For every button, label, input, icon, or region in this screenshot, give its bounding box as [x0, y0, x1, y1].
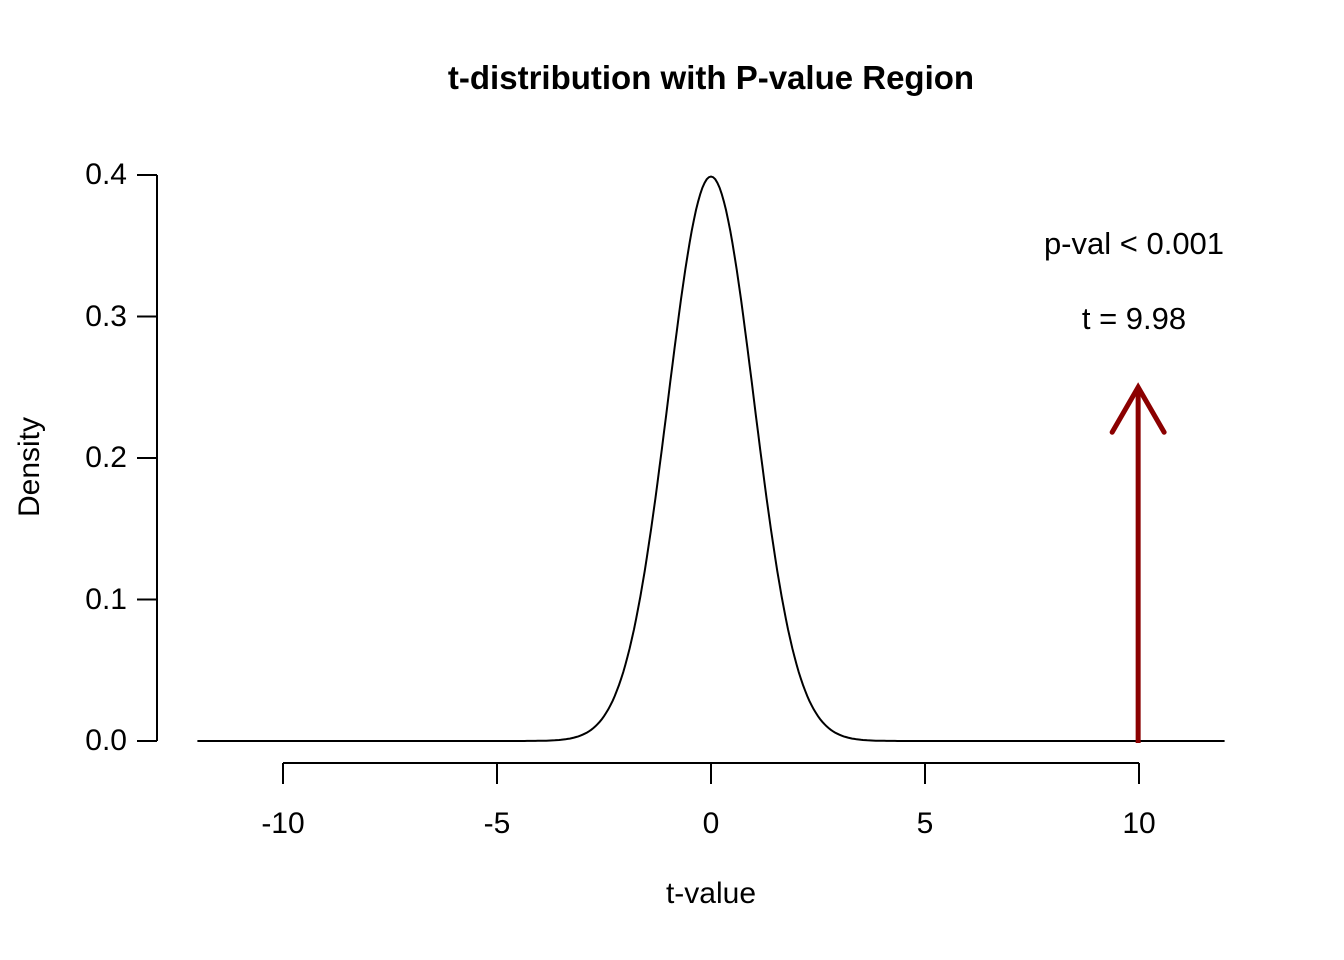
y-tick-label-2: 0.2 [85, 441, 127, 474]
x-tick-label-1: -5 [483, 807, 511, 840]
y-tick-label-0: 0.0 [85, 724, 127, 757]
x-tick-label-3: 5 [916, 807, 934, 840]
density-curve [197, 175, 1225, 742]
t-statistic-annotation: t = 9.98 [1081, 301, 1187, 336]
x-axis-label: t-value [665, 877, 757, 910]
y-tick-label-3: 0.3 [85, 299, 127, 333]
significance-arrow-head [1109, 382, 1167, 435]
chart-title: t-distribution with P-value Region [447, 59, 975, 96]
y-tick-label-4: 0.4 [85, 158, 127, 191]
x-tick-label-0: -10 [261, 807, 305, 840]
x-tick-label-2: 0 [702, 807, 720, 840]
x-tick-label-4: 10 [1122, 807, 1156, 840]
p-value-annotation: p-val < 0.001 [1043, 226, 1225, 261]
y-tick-label-1: 0.1 [85, 582, 127, 616]
y-axis-label: Density [13, 416, 46, 518]
